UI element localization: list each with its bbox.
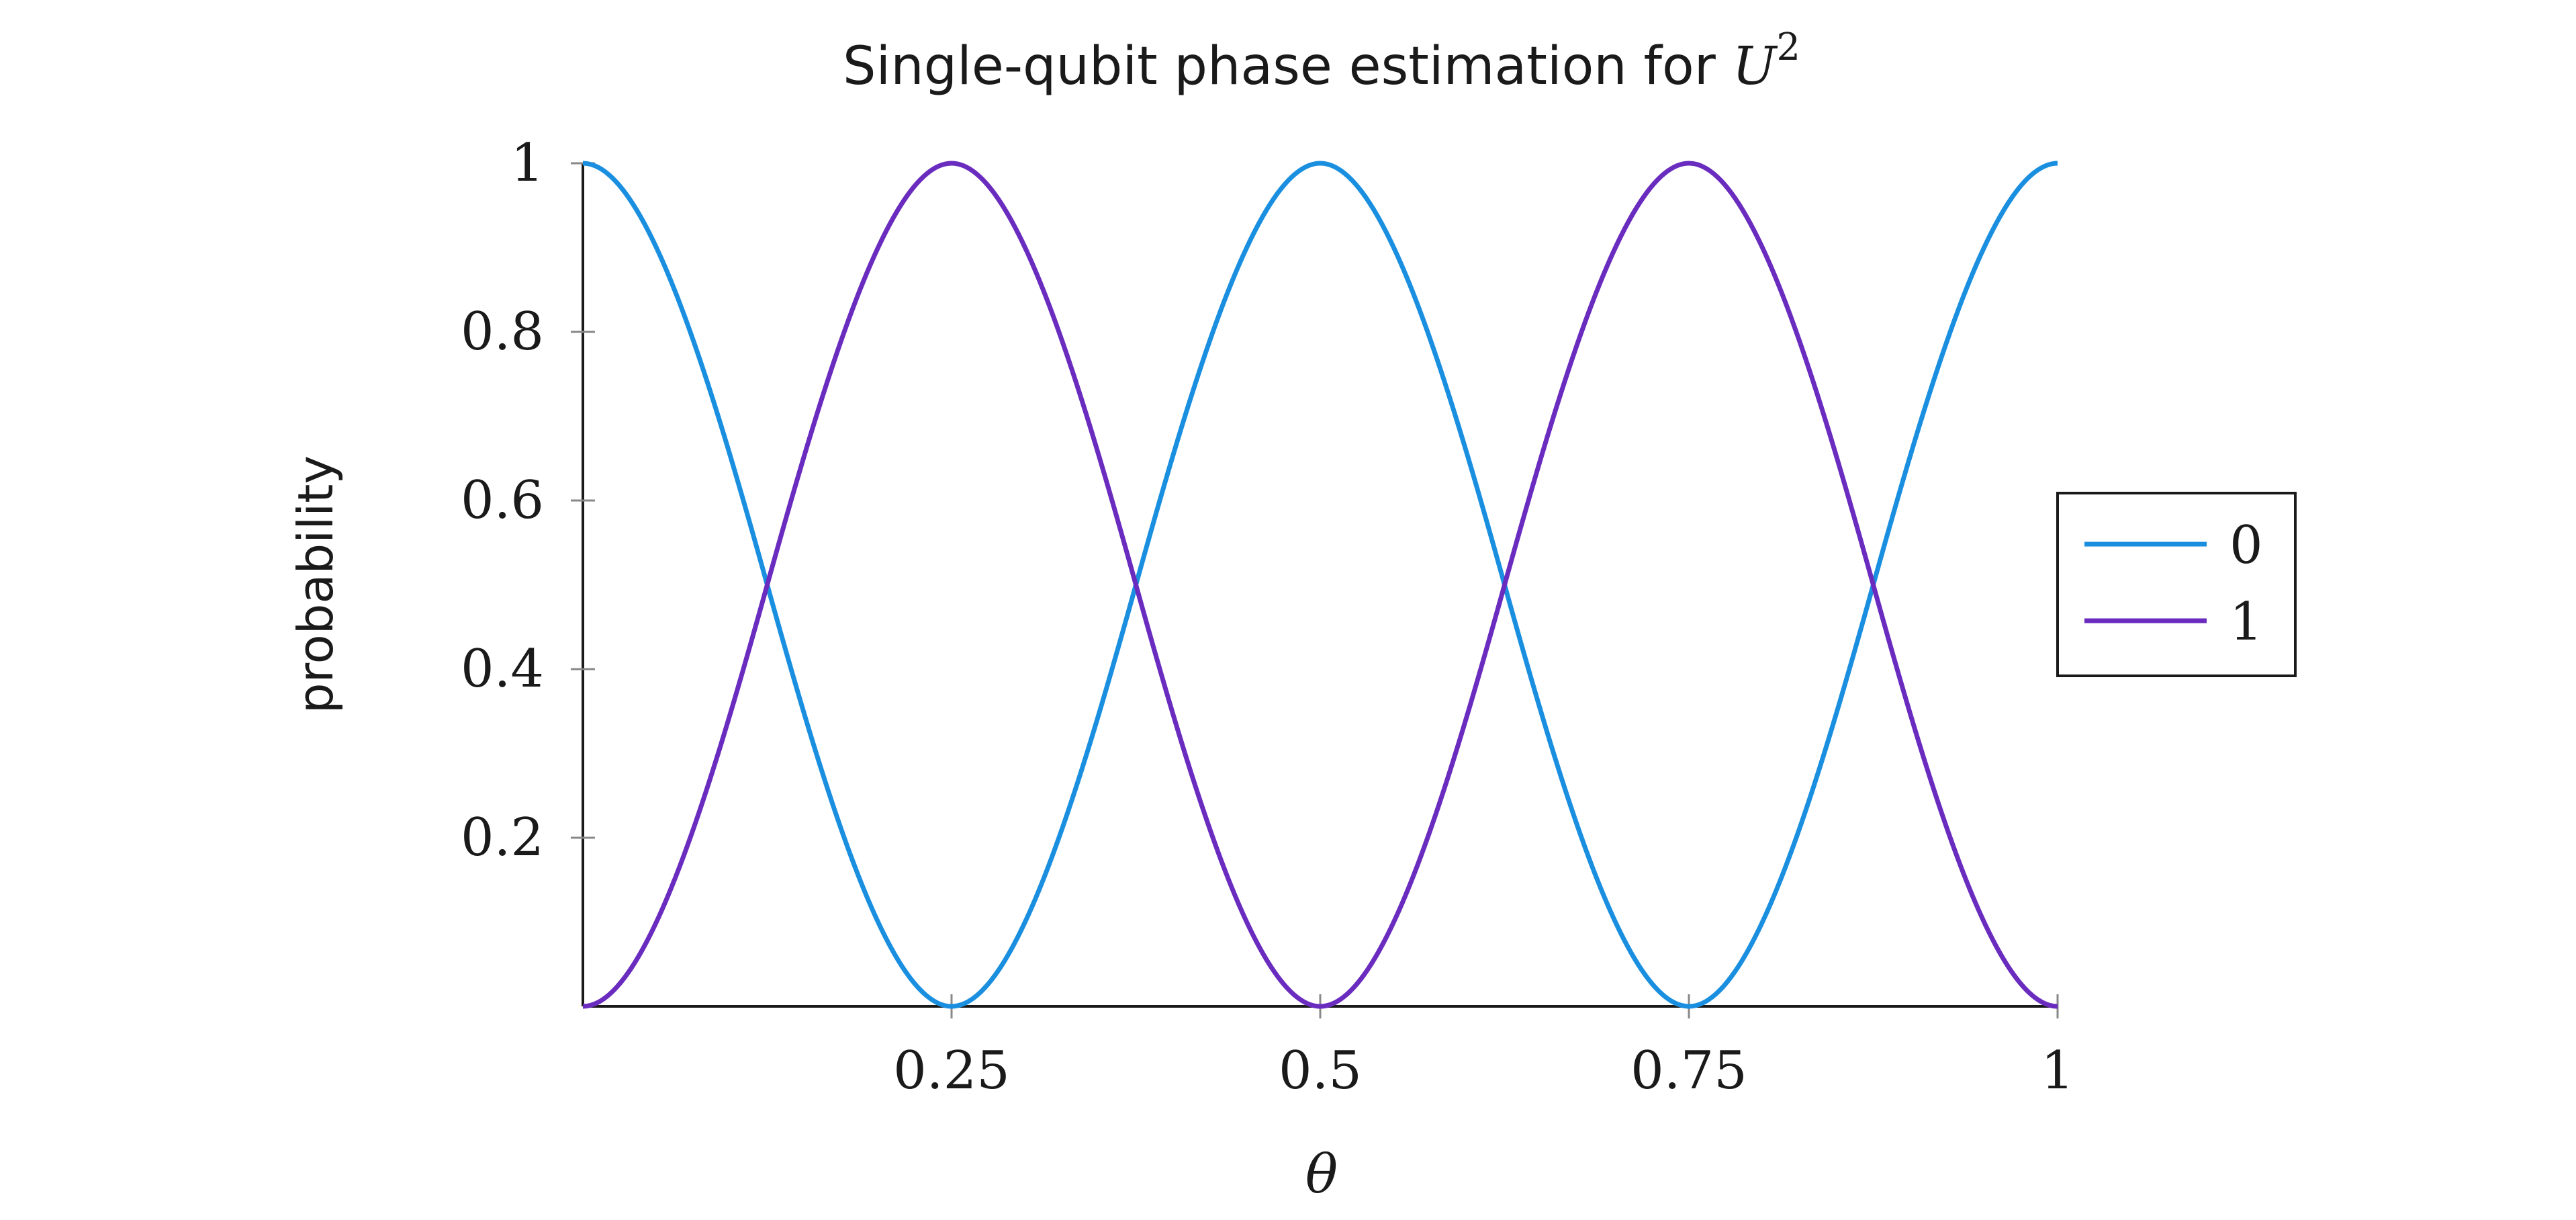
series-group [582,161,2058,1009]
x-tick-label: 0.25 [893,1041,1010,1101]
axes [582,163,2058,1008]
x-axis-label: θ [1305,1143,1338,1205]
x-tick-label: 1 [2041,1041,2074,1101]
ticks: 0.25 0.5 0.75 1 0.2 0.4 0.6 0.8 1 [461,133,2074,1101]
legend-label-1: 1 [2229,592,2263,652]
legend: 01 [2056,492,2297,677]
y-tick-label: 1 [510,133,544,193]
legend-label-0: 0 [2229,515,2263,576]
y-tick-label: 0.2 [461,808,544,868]
y-axis-label: probability [287,455,344,713]
chart-title-math: U [1733,36,1778,97]
x-tick-label: 0.5 [1279,1041,1362,1101]
y-tick-label: 0.4 [461,639,544,699]
chart-title-superscript: 2 [1776,26,1800,69]
y-tick-label: 0.8 [461,302,544,362]
x-tick-label: 0.75 [1630,1041,1747,1101]
series-line-0 [582,161,2058,1009]
legend-box [2056,492,2297,677]
chart-title-text: Single-qubit phase estimation for [843,36,1733,97]
chart-title: Single-qubit phase estimation for U2 [843,26,1800,97]
series-line-1 [582,161,2058,1009]
y-tick-label: 0.6 [461,470,544,531]
